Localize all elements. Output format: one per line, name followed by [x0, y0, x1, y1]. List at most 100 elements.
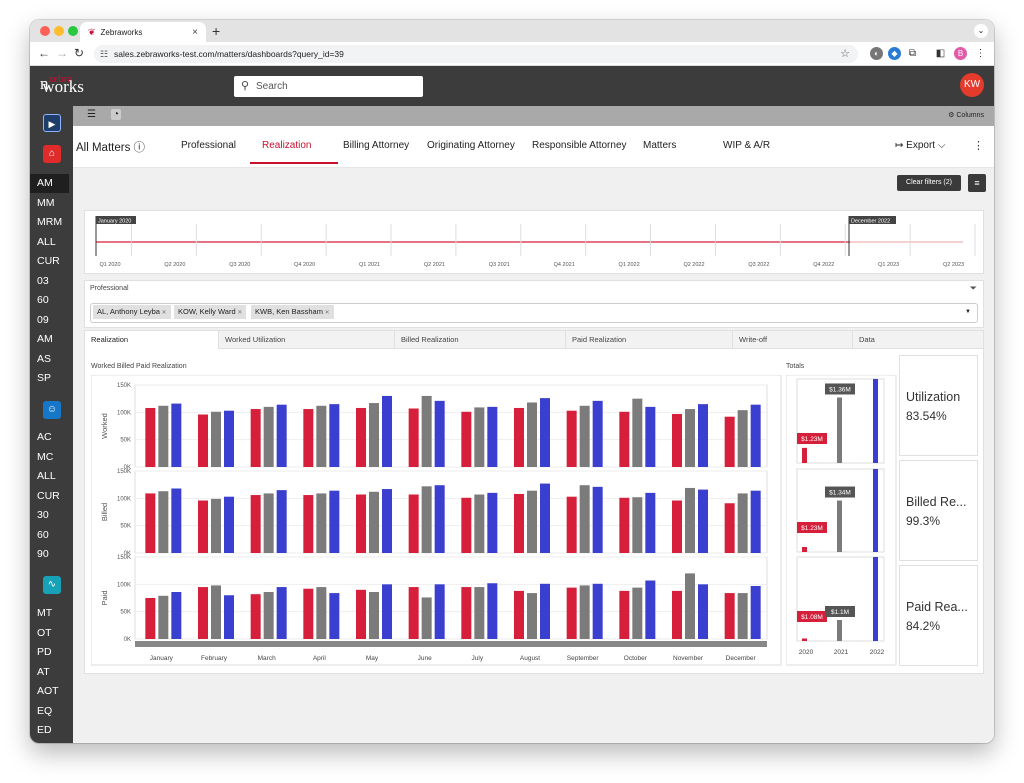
remove-chip-icon[interactable]: ✕: [322, 310, 330, 316]
subtab-write-off[interactable]: Write-off: [733, 331, 853, 349]
extensions-puzzle-icon[interactable]: ⧉: [908, 48, 917, 59]
zebraworks-logo[interactable]: nzebraworks: [40, 73, 84, 96]
sidebar-item-30[interactable]: 30: [37, 509, 49, 521]
timeline-tick-label: Q2 2020: [164, 262, 185, 268]
side-panel-icon[interactable]: ◧: [935, 48, 946, 59]
chip-label: AL, Anthony Leyba: [97, 307, 160, 316]
back-icon[interactable]: ←: [38, 46, 50, 60]
bar: [303, 409, 314, 467]
sidebar-item-09[interactable]: 09: [37, 313, 49, 326]
sidebar-item-am[interactable]: AM: [30, 174, 69, 193]
profile-avatar[interactable]: B: [954, 47, 967, 60]
sidebar-item-all[interactable]: ALL: [37, 470, 56, 482]
sidebar-item-mc[interactable]: MC: [37, 450, 54, 463]
contact-card-icon[interactable]: ☺: [43, 401, 61, 419]
sidebar-item-60[interactable]: 60: [37, 294, 49, 306]
bar: [566, 410, 577, 467]
scrollbar[interactable]: [135, 641, 767, 647]
sidebar-item-as[interactable]: AS: [37, 352, 52, 365]
sidebar-item-mrm[interactable]: MRM: [37, 216, 63, 228]
date-range-timeline[interactable]: Q1 2020 Q2 2020 Q3 2020 Q4 2020 Q1 2021 Q2 20…: [84, 210, 984, 274]
briefcase-icon[interactable]: ⌂: [43, 145, 61, 163]
tab-wip-ar[interactable]: WIP & A/R: [723, 140, 771, 151]
subtab-worked-utilization[interactable]: Worked Utilization: [219, 331, 395, 349]
tab-matters[interactable]: Matters: [643, 140, 677, 151]
pulse-icon[interactable]: ∿: [43, 576, 61, 594]
remove-chip-icon[interactable]: ✕: [235, 310, 243, 316]
address-bar[interactable]: ☷ sales.zebraworks-test.com/matters/dash…: [94, 45, 858, 63]
sidebar-item-60[interactable]: 60: [37, 528, 49, 541]
subtab-paid-realization[interactable]: Paid Realization: [566, 331, 733, 349]
sidebar-item-90[interactable]: 90: [37, 548, 49, 560]
extension-icon[interactable]: ◆: [888, 47, 901, 60]
close-tab-icon[interactable]: ×: [192, 26, 198, 38]
user-avatar[interactable]: KW: [960, 73, 984, 97]
subtab-data[interactable]: Data: [853, 331, 984, 349]
sidebar-item-at[interactable]: AT: [37, 665, 50, 678]
sidebar-item-mt[interactable]: MT: [37, 607, 53, 619]
sidebar-item-sp[interactable]: SP: [37, 372, 52, 384]
reload-icon[interactable]: ↻: [74, 46, 85, 60]
zoom-window-button[interactable]: [68, 26, 78, 36]
tab-billing-attorney[interactable]: Billing Attorney: [343, 140, 410, 151]
forward-icon[interactable]: →: [56, 46, 68, 60]
chart-view-icon[interactable]: ◔: [111, 109, 122, 120]
browser-menu-icon[interactable]: ⋮: [975, 48, 986, 59]
sidebar-item-mm[interactable]: MM: [37, 196, 55, 209]
professional-chip[interactable]: AL, Anthony Leyba ✕: [93, 305, 171, 319]
export-button[interactable]: ↦ Export ⌵: [895, 140, 946, 151]
professional-chip[interactable]: KOW, Kelly Ward ✕: [174, 305, 247, 319]
expand-sidebar-icon[interactable]: ▶: [43, 114, 61, 132]
bar: [171, 403, 182, 467]
bar: [724, 416, 735, 467]
subtab-realization[interactable]: Realization: [85, 331, 219, 349]
sidebar-item-all[interactable]: ALL: [37, 235, 56, 248]
remove-chip-icon[interactable]: ✕: [159, 310, 167, 316]
minimize-window-button[interactable]: [54, 26, 64, 36]
subtab-billed-realization[interactable]: Billed Realization: [395, 331, 566, 349]
sidebar-item-ot[interactable]: OT: [37, 626, 52, 639]
new-tab-icon[interactable]: +: [212, 23, 221, 39]
x-tick-label: May: [366, 655, 379, 662]
list-view-icon[interactable]: ☰: [87, 109, 96, 120]
bar: [566, 587, 577, 639]
info-icon[interactable]: ⓘ: [133, 142, 146, 154]
tab-originating-attorney[interactable]: Originating Attorney: [427, 140, 515, 151]
sidebar-item-eq[interactable]: EQ: [37, 704, 53, 717]
sidebar-item-cur[interactable]: CUR: [37, 255, 60, 267]
x-tick-label: October: [624, 655, 648, 662]
clear-filter-icon[interactable]: ⏷: [969, 283, 977, 293]
bar: [461, 587, 472, 639]
sidebar-item-am[interactable]: AM: [37, 333, 53, 345]
incognito-icon[interactable]: ◐: [870, 47, 883, 60]
site-info-icon[interactable]: ☷: [100, 49, 109, 59]
tab-professional[interactable]: Professional: [181, 140, 237, 151]
sidebar-item-03[interactable]: 03: [37, 274, 49, 287]
sidebar-item-aot[interactable]: AOT: [37, 685, 59, 697]
tab-all-matters[interactable]: All Matters ⓘ: [76, 142, 146, 154]
totals-label-bg: [797, 611, 827, 622]
bar: [224, 496, 234, 553]
tab-realization[interactable]: Realization: [262, 140, 312, 151]
dropdown-arrow-icon[interactable]: ▼: [965, 309, 971, 315]
x-tick-label: April: [313, 655, 327, 662]
totals-bar: [873, 469, 878, 552]
tab-responsible-attorney[interactable]: Responsible Attorney: [532, 140, 627, 151]
sidebar-item-ed[interactable]: ED: [37, 724, 52, 736]
bar: [263, 493, 274, 553]
filter-icon[interactable]: ≡: [968, 174, 986, 192]
bar: [421, 486, 432, 553]
columns-button[interactable]: ⚙ Columns: [948, 112, 984, 119]
close-window-button[interactable]: [40, 26, 50, 36]
professional-chip[interactable]: KWB, Ken Bassham ✕: [251, 305, 334, 319]
sidebar-item-pd[interactable]: PD: [37, 646, 52, 658]
sidebar-item-cur[interactable]: CUR: [37, 489, 60, 502]
bookmark-star-icon[interactable]: ☆: [840, 48, 850, 60]
professional-select[interactable]: ▼: [90, 303, 978, 323]
more-options-icon[interactable]: ⋮: [973, 140, 984, 152]
clear-filters-button[interactable]: Clear filters (2): [897, 175, 961, 191]
tab-search-icon[interactable]: ⌄: [974, 24, 988, 38]
search-input[interactable]: ⚲ Search: [234, 76, 423, 97]
browser-tab[interactable]: ❦ Zebraworks ×: [80, 22, 206, 42]
sidebar-item-ac[interactable]: AC: [37, 431, 52, 443]
